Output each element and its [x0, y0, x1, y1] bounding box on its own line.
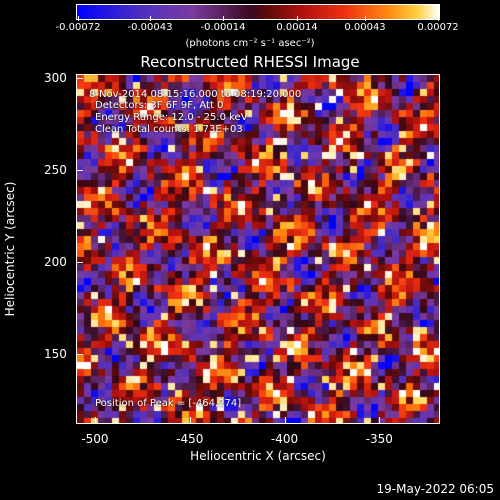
y-tick-mark — [77, 354, 83, 355]
annotation-peak: Position of Peak = [-464,274] — [95, 398, 242, 409]
colorbar-tick: 0.00072 — [417, 22, 459, 33]
x-axis-label: Heliocentric X (arcsec) — [190, 449, 326, 463]
x-tick-mark — [94, 417, 96, 423]
colorbar — [76, 4, 440, 20]
x-tick-mark — [189, 417, 191, 423]
colorbar-tick-mark — [150, 16, 151, 21]
annotation-time: 8-Nov-2014 08:15:16.000 to 08:19:20.000 — [89, 89, 302, 100]
chart-title: Reconstructed RHESSI Image — [140, 53, 360, 71]
y-tick-mark — [77, 261, 83, 263]
y-tick-label: 300 — [44, 70, 67, 85]
y-axis-label: Heliocentric Y (arcsec) — [3, 181, 17, 317]
annotation-energy: Energy Range: 12.0 - 25.0 keV — [95, 112, 248, 123]
annotation-detectors: Detectors: 3F 6F 9F, Att 0 — [95, 100, 224, 111]
colorbar-tick: -0.00043 — [127, 22, 173, 33]
x-tick-mark — [379, 417, 381, 423]
x-tick-mark — [284, 417, 286, 423]
colorbar-tick-mark — [78, 16, 79, 21]
colorbar-tick: -0.00072 — [55, 22, 101, 33]
y-tick-label: 250 — [44, 162, 67, 177]
colorbar-tick-mark — [438, 16, 439, 21]
colorbar-unit-label: (photons cm⁻² s⁻¹ asec⁻²) — [185, 38, 315, 49]
date-stamp: 19-May-2022 06:05 — [376, 482, 494, 496]
colorbar-tick-mark — [223, 16, 224, 21]
colorbar-tick: 0.00043 — [344, 22, 386, 33]
x-tick-label: -350 — [365, 432, 393, 446]
y-tick-mark — [77, 169, 83, 171]
x-tick-label: -500 — [81, 432, 109, 446]
colorbar-tick-mark — [365, 16, 366, 21]
y-tick-mark — [77, 77, 83, 79]
colorbar-tick: -0.00014 — [200, 22, 246, 33]
colorbar-tick: 0.00014 — [276, 22, 318, 33]
y-tick-label: 200 — [44, 254, 67, 269]
heatmap-image — [77, 75, 439, 423]
plot-area: 8-Nov-2014 08:15:16.000 to 08:19:20.000 … — [76, 74, 440, 424]
annotation-clean: Clean Total counts: 1.73E+03 — [95, 124, 243, 135]
y-tick-label: 150 — [44, 347, 67, 361]
colorbar-tick-mark — [297, 16, 298, 21]
x-tick-label: -400 — [270, 432, 299, 446]
x-tick-label: -450 — [176, 432, 204, 446]
